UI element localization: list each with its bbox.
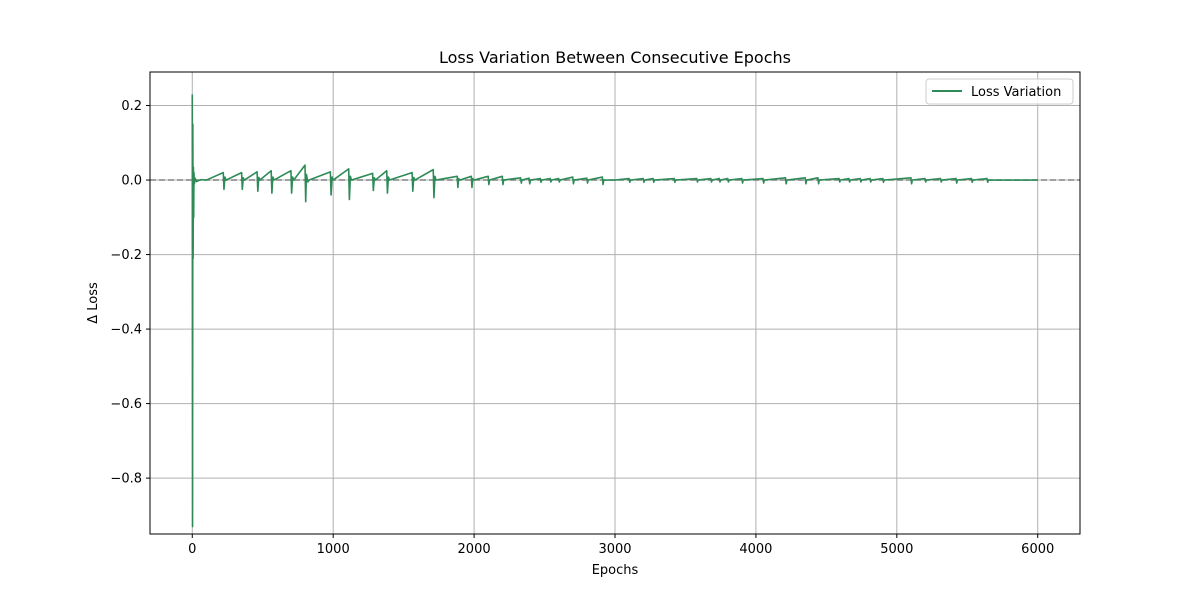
tick-layer: 0 1000 2000 3000 4000 5000 6000 0.2 0.0 −0.2 −0.4 −… xyxy=(110,99,1054,557)
y-tick-label: −0.2 xyxy=(110,248,142,263)
x-tick-label: 4000 xyxy=(739,542,772,557)
x-tick-label: 0 xyxy=(188,542,196,557)
x-axis-label: Epochs xyxy=(592,563,639,578)
y-tick-label: −0.6 xyxy=(110,397,142,412)
chart-title: Loss Variation Between Consecutive Epoch… xyxy=(439,48,791,67)
legend-label: Loss Variation xyxy=(971,85,1061,100)
y-tick-label: 0.0 xyxy=(121,174,142,189)
x-tick-label: 1000 xyxy=(317,542,350,557)
x-tick-label: 5000 xyxy=(880,542,913,557)
y-tick-label: −0.8 xyxy=(110,472,142,487)
x-tick-label: 3000 xyxy=(598,542,631,557)
y-tick-label: −0.4 xyxy=(110,323,142,338)
series-layer xyxy=(191,94,1038,528)
legend: Loss Variation xyxy=(925,78,1074,105)
y-tick-label: 0.2 xyxy=(121,99,142,114)
y-axis-label: Δ Loss xyxy=(86,282,101,324)
x-tick-label: 2000 xyxy=(458,542,491,557)
legend-box xyxy=(925,78,1074,105)
series-line-loss-variation xyxy=(191,94,1038,528)
grid-layer xyxy=(150,72,1080,534)
x-tick-label: 6000 xyxy=(1021,542,1054,557)
